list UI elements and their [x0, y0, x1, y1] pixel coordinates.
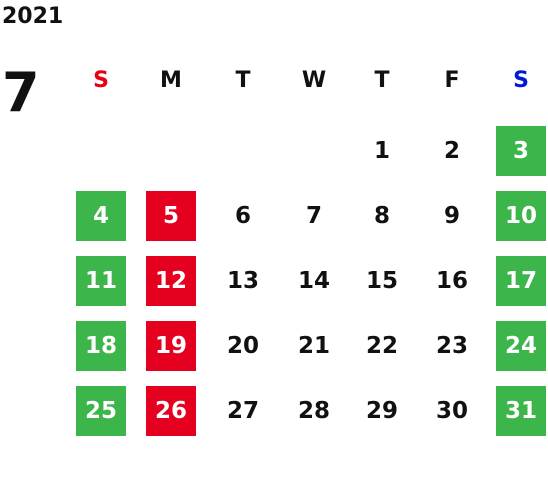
day-cell: 12 — [146, 256, 196, 306]
day-cell: 19 — [146, 321, 196, 371]
day-cell: 10 — [496, 191, 546, 241]
day-cell: 26 — [146, 386, 196, 436]
day-cell: 13 — [226, 268, 259, 294]
day-cell: 29 — [365, 398, 398, 424]
day-cell: 25 — [76, 386, 126, 436]
day-cell: 1 — [373, 138, 390, 164]
day-cell: 14 — [297, 268, 330, 294]
day-cell: 7 — [305, 203, 322, 229]
day-cell: 4 — [76, 191, 126, 241]
day-cell: 18 — [76, 321, 126, 371]
day-cell: 15 — [365, 268, 398, 294]
day-cell: 8 — [373, 203, 390, 229]
day-cell: 3 — [496, 126, 546, 176]
day-cell: 28 — [297, 398, 330, 424]
day-cell: 5 — [146, 191, 196, 241]
weekday-label: S — [93, 68, 109, 93]
year: 2021 — [2, 4, 64, 29]
weekday-label: T — [235, 68, 251, 93]
weekday-label: S — [513, 68, 529, 93]
weekday-label: M — [160, 68, 182, 93]
weekday-label: F — [444, 68, 460, 93]
day-cell: 16 — [435, 268, 468, 294]
weekday-label: W — [301, 68, 327, 93]
day-cell: 21 — [297, 333, 330, 359]
day-cell: 24 — [496, 321, 546, 371]
day-cell: 23 — [435, 333, 468, 359]
day-cell: 31 — [496, 386, 546, 436]
day-cell: 6 — [234, 203, 251, 229]
weekday-label: T — [374, 68, 390, 93]
day-cell: 20 — [226, 333, 259, 359]
day-cell: 27 — [226, 398, 259, 424]
day-cell: 22 — [365, 333, 398, 359]
month: 7 — [2, 61, 40, 124]
day-cell: 11 — [76, 256, 126, 306]
day-cell: 17 — [496, 256, 546, 306]
day-cell: 9 — [443, 203, 460, 229]
day-cell: 30 — [435, 398, 468, 424]
day-cell: 2 — [443, 138, 460, 164]
